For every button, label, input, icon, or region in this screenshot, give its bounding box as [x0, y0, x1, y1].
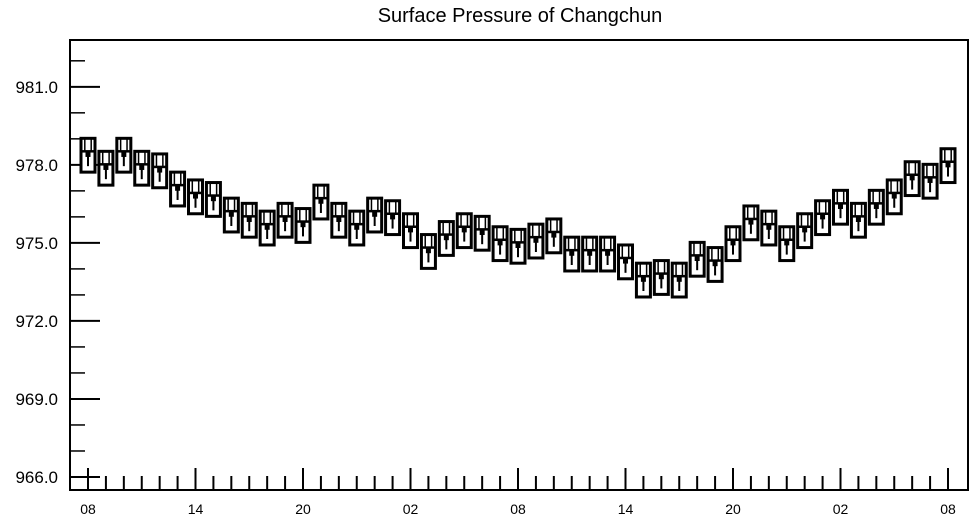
- box: [832, 188, 849, 226]
- box: [115, 136, 133, 174]
- box: [312, 183, 330, 221]
- box: [384, 199, 402, 237]
- y-tick-label: 981.0: [15, 78, 58, 97]
- box: [79, 136, 97, 174]
- box: [563, 235, 581, 273]
- box: [849, 201, 867, 239]
- box: [402, 212, 419, 250]
- box: [133, 149, 151, 187]
- chart-title: Surface Pressure of Changchun: [378, 5, 663, 27]
- box: [330, 201, 348, 239]
- plot-frame: [69, 39, 969, 491]
- box: [634, 261, 652, 299]
- box: [473, 214, 491, 252]
- box: [419, 233, 437, 270]
- x-tick-label: 14: [188, 501, 204, 517]
- box: [187, 178, 204, 216]
- x-tick-label: 02: [833, 501, 849, 517]
- box: [455, 212, 473, 250]
- box: [652, 259, 670, 296]
- box: [921, 162, 939, 200]
- box: [222, 196, 240, 234]
- box: [169, 170, 187, 208]
- box: [151, 152, 169, 190]
- box: [366, 196, 384, 234]
- box: [276, 201, 294, 239]
- box: [294, 207, 312, 244]
- box: [545, 217, 563, 255]
- x-tick-label: 08: [940, 501, 956, 517]
- box: [258, 209, 276, 247]
- box: [778, 225, 796, 263]
- x-tick-label: 02: [403, 501, 419, 517]
- box: [796, 212, 814, 250]
- x-tick-label: 08: [80, 501, 96, 517]
- box: [885, 178, 903, 216]
- y-tick-label: 978.0: [15, 156, 58, 175]
- box: [742, 204, 760, 242]
- x-tick-label: 20: [295, 501, 311, 517]
- box: [867, 188, 885, 226]
- box: [527, 222, 545, 260]
- x-tick-label: 14: [618, 501, 634, 517]
- box: [706, 246, 724, 283]
- y-tick-label: 969.0: [15, 390, 58, 409]
- box: [760, 209, 778, 247]
- box: [491, 225, 509, 263]
- x-tick-label: 20: [725, 501, 741, 517]
- box: [97, 149, 115, 187]
- box: [509, 227, 527, 265]
- box: [939, 147, 957, 185]
- box-series: [79, 136, 957, 299]
- box: [437, 220, 455, 257]
- box: [240, 201, 258, 239]
- box: [599, 235, 617, 273]
- box: [348, 209, 366, 247]
- box: [724, 225, 742, 263]
- y-tick-label: 972.0: [15, 312, 58, 331]
- box: [204, 181, 222, 218]
- box: [688, 240, 706, 278]
- box: [903, 160, 921, 198]
- y-tick-label: 966.0: [15, 468, 58, 487]
- box: [670, 261, 688, 299]
- x-axis: 08 14 20 02 08 14 20 02 08: [80, 468, 956, 517]
- box: [814, 199, 832, 237]
- y-tick-label: 975.0: [15, 234, 58, 253]
- box: [581, 235, 599, 273]
- box: [617, 243, 634, 281]
- x-tick-label: 08: [510, 501, 526, 517]
- y-axis: 966.0 969.0 972.0 975.0 978.0 981.0: [15, 60, 100, 487]
